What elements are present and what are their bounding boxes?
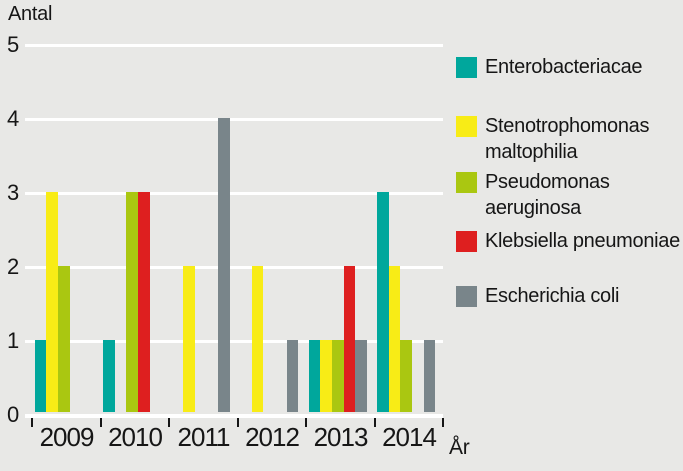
legend-label: Enterobacteriacae — [485, 56, 643, 78]
bar-2014-pseudomonas-aeruginosa — [400, 340, 413, 412]
x-axis-tick-label: 2012 — [245, 422, 300, 452]
bar-2011-stenotrophomonas-maltophilia — [183, 266, 195, 412]
x-axis-tick — [99, 418, 102, 427]
x-axis-tick — [305, 418, 307, 427]
y-axis-tick-label: 2 — [7, 254, 19, 279]
y-axis-title: Antal — [8, 3, 53, 25]
bar-2013-klebsiella-pneumoniae — [343, 266, 356, 412]
bar-2014-stenotrophomonas-maltophilia — [388, 266, 401, 412]
bar-2013-pseudomonas-aeruginosa — [331, 340, 344, 412]
legend-label: Klebsiella pneumoniae — [485, 230, 680, 252]
x-axis-line — [25, 414, 443, 418]
x-axis-tick — [373, 418, 376, 427]
x-axis-tick-label: 2014 — [382, 422, 437, 452]
legend-label: Pseudomonas aeruginosa — [485, 171, 610, 219]
legend-swatch — [456, 116, 477, 137]
bar-2009-enterobacteriacae — [34, 340, 47, 412]
y-axis-tick-label: 5 — [7, 32, 19, 57]
bar-2014-escherichia-coli — [423, 340, 436, 412]
x-axis-tick-label: 2011 — [177, 422, 231, 452]
legend-label: Escherichia coli — [485, 285, 620, 307]
bar-2012-stenotrophomonas-maltophilia — [251, 266, 264, 412]
bar-2009-stenotrophomonas-maltophilia — [46, 192, 58, 412]
legend-swatch — [456, 172, 477, 193]
x-axis-title: År — [449, 436, 470, 459]
legend-swatch — [456, 286, 477, 307]
gridline — [25, 266, 443, 269]
bar-2013-escherichia-coli — [355, 340, 367, 412]
x-axis-tick-label: 2009 — [39, 422, 95, 452]
gridline — [25, 118, 443, 121]
bar-2009-pseudomonas-aeruginosa — [57, 266, 70, 412]
gridline — [25, 44, 443, 47]
bar-2013-stenotrophomonas-maltophilia — [320, 340, 332, 412]
x-axis-tick-label: 2010 — [108, 422, 163, 452]
legend-label: Stenotrophomonas maltophilia — [485, 115, 650, 163]
bar-2013-enterobacteriacae — [308, 340, 321, 412]
x-axis-tick — [168, 418, 170, 427]
bar-2012-escherichia-coli — [286, 340, 299, 412]
gridline — [25, 340, 443, 343]
x-axis-tick — [236, 418, 239, 427]
bar-2010-enterobacteriacae — [103, 340, 115, 412]
x-axis-tick-label: 2013 — [313, 422, 369, 452]
x-axis-tick — [442, 418, 444, 427]
bar-2011-escherichia-coli — [218, 118, 230, 412]
x-axis-tick — [31, 418, 33, 427]
legend-swatch — [456, 231, 477, 252]
y-axis-tick-label: 1 — [7, 328, 19, 353]
bar-2010-pseudomonas-aeruginosa — [126, 192, 139, 412]
y-axis-tick-label: 4 — [7, 106, 19, 131]
y-axis-tick-label: 0 — [7, 402, 19, 427]
legend-swatch — [456, 57, 477, 78]
bar-2014-enterobacteriacae — [377, 192, 389, 412]
gridline — [25, 192, 443, 195]
y-axis-tick-label: 3 — [7, 180, 19, 205]
bar-2010-klebsiella-pneumoniae — [138, 192, 150, 412]
